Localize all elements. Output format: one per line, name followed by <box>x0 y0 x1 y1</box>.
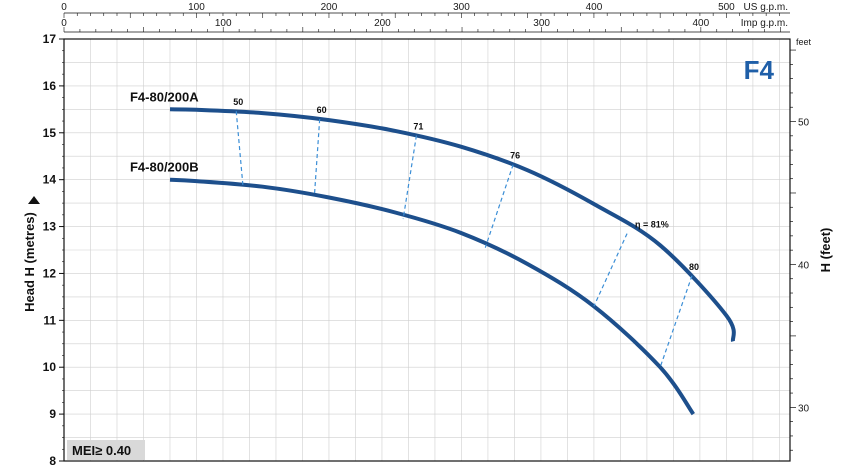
top-us-tick-label: 300 <box>453 2 470 13</box>
top-us-tick-label: 100 <box>188 2 205 13</box>
efficiency-label: 71 <box>413 122 423 132</box>
top-imp-tick-label: 100 <box>215 18 232 29</box>
top-imp-tick-label: 200 <box>374 18 391 29</box>
y-tick-label: 9 <box>49 407 56 421</box>
y-tick-label: 8 <box>49 454 56 468</box>
curves <box>169 107 736 416</box>
efficiency-line <box>484 164 514 248</box>
y2-tick-label: 50 <box>798 118 810 129</box>
y2-unit-label: feet <box>796 37 812 47</box>
axes: 8 9 10 11 12 13 14 15 16 17 30 40 50 feet 0 100 200 300 40… <box>43 2 812 468</box>
y-tick-label: 13 <box>43 220 57 234</box>
top-us-unit: US g.p.m. <box>744 2 788 13</box>
efficiency-lines <box>235 111 693 368</box>
y-tick-label: 14 <box>43 173 57 187</box>
efficiency-line <box>402 135 417 220</box>
top-us-tick-label: 200 <box>321 2 338 13</box>
y-tick-label: 15 <box>43 126 57 140</box>
efficiency-line <box>235 111 244 185</box>
mei-label: MEI≥ 0.40 <box>72 443 131 458</box>
mei-box <box>67 440 145 460</box>
efficiency-line <box>659 275 693 368</box>
series-label-b: F4-80/200B <box>130 160 199 175</box>
efficiency-label: 50 <box>233 97 243 107</box>
y-tick-label: 10 <box>43 360 57 374</box>
y-tick-label: 16 <box>43 79 57 93</box>
efficiency-label: 80 <box>689 262 699 272</box>
efficiency-label: 76 <box>510 151 520 161</box>
y-tick-label: 11 <box>43 313 56 327</box>
y2-tick-label: 30 <box>798 403 810 414</box>
y2-tick-label: 40 <box>798 260 810 271</box>
top-us-tick-label: 500 <box>718 2 735 13</box>
top-imp-unit: Imp g.p.m. <box>741 18 788 29</box>
series-line-b <box>169 177 695 416</box>
y-axis-title: Head H (metres) <box>22 212 37 312</box>
chart-badge: F4 <box>744 55 775 85</box>
series-line-a <box>169 107 736 342</box>
efficiency-line <box>593 233 628 307</box>
grid <box>63 38 790 462</box>
y-axis-arrow-icon <box>28 196 40 204</box>
labels: Head H (metres) H (feet) F4-80/200A F4-80/2… <box>22 55 833 460</box>
efficiency-label: 60 <box>317 105 327 115</box>
y2-axis-title: H (feet) <box>818 228 833 273</box>
top-us-tick-label: 400 <box>586 2 603 13</box>
top-imp-tick-label: 0 <box>61 18 67 29</box>
y-tick-label: 12 <box>43 266 57 280</box>
y-tick-label: 17 <box>43 32 57 46</box>
series-label-a: F4-80/200A <box>130 89 199 104</box>
top-imp-tick-label: 300 <box>533 18 550 29</box>
top-imp-tick-label: 400 <box>692 18 709 29</box>
efficiency-line <box>313 119 321 197</box>
efficiency-label: η = 81% <box>635 220 669 230</box>
top-us-tick-label: 0 <box>61 2 67 13</box>
